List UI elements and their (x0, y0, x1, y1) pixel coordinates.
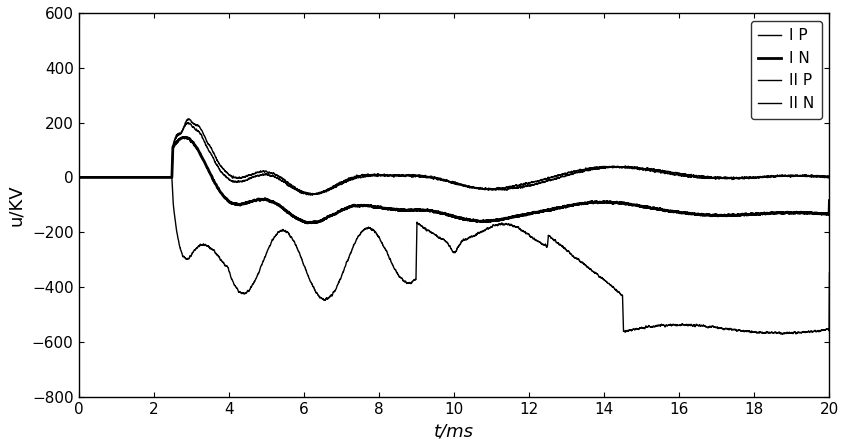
I P (824, 175, 834, 180)
II N (824, 270, 834, 276)
II N (252, 274, 262, 279)
I P (410, 173, 420, 178)
I P (307, 192, 317, 197)
I N (303, 220, 313, 226)
I N (252, 197, 262, 202)
II N (74, 175, 84, 180)
I N (181, 135, 191, 140)
I P (819, 173, 829, 179)
I N (357, 203, 367, 208)
II P (410, 174, 420, 179)
I P (255, 169, 266, 174)
Y-axis label: u/KV: u/KV (7, 184, 25, 226)
Line: I N: I N (79, 137, 829, 223)
I P (252, 170, 262, 175)
II P (255, 172, 266, 177)
I N (824, 198, 834, 203)
I P (74, 175, 84, 180)
II N (356, 229, 366, 235)
II P (183, 120, 193, 125)
I N (410, 207, 420, 213)
Line: II P: II P (79, 122, 829, 195)
II P (305, 193, 316, 198)
I N (74, 175, 84, 180)
I N (248, 198, 258, 203)
II N (248, 282, 258, 287)
II N (255, 264, 266, 269)
II P (248, 175, 258, 180)
I N (819, 211, 829, 217)
II N (777, 332, 788, 337)
I P (183, 116, 193, 122)
II P (824, 175, 834, 181)
II P (357, 172, 367, 177)
II P (819, 174, 829, 179)
I N (255, 197, 266, 202)
I P (357, 174, 367, 180)
Line: I P: I P (79, 119, 829, 194)
II P (74, 175, 84, 180)
II N (818, 328, 828, 333)
I P (248, 171, 258, 177)
Line: II N: II N (79, 177, 829, 334)
Legend: I P, I N, II P, II N: I P, I N, II P, II N (750, 21, 821, 119)
II P (252, 173, 262, 179)
X-axis label: t/ms: t/ms (434, 422, 474, 440)
II N (410, 277, 420, 283)
